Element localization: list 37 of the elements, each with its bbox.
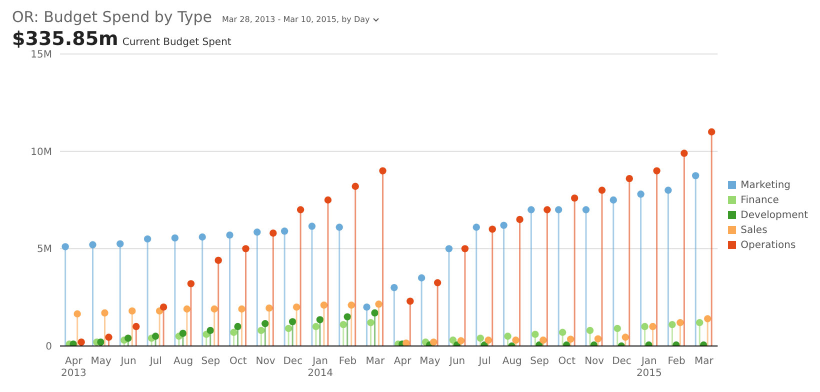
legend-label: Sales — [740, 224, 768, 236]
x-tick-label: Nov — [256, 356, 276, 367]
x-tick-label: Apr 2013 — [60, 356, 86, 379]
legend-label: Marketing — [740, 180, 791, 190]
x-tick-label: Sep — [201, 356, 220, 367]
legend-label: Finance — [740, 194, 779, 206]
y-tick-label: 10M — [30, 146, 52, 158]
x-tick-label: Feb — [668, 356, 686, 367]
x-tick-label: Feb — [338, 356, 357, 367]
x-tick-label: Mar — [366, 356, 386, 367]
y-tick-label: 15M — [30, 50, 52, 61]
x-tick-label: Jun — [120, 356, 136, 367]
x-tick-label: May — [420, 356, 440, 367]
x-tick-label: Sep — [530, 356, 549, 367]
x-tick-label: Dec — [612, 356, 632, 367]
x-tick-label: Jun — [448, 356, 466, 367]
x-tick-label: Aug — [174, 356, 194, 367]
x-tick-label: Jan 2015 — [636, 356, 662, 379]
chart-subtitle: Mar 28, 2013 - Mar 10, 2015, by Day — [222, 15, 370, 24]
x-tick-label: Jan 2014 — [308, 356, 334, 379]
text: $335.85m — [12, 28, 118, 50]
x-tick-label: May — [90, 356, 112, 367]
x-tick-label: Apr — [394, 356, 412, 367]
x-tick-label: Nov — [584, 356, 604, 367]
legend-label: Operations — [740, 240, 796, 250]
chart-title: OR: Budget Spend by Type — [12, 8, 212, 26]
x-tick-label: Dec — [283, 356, 303, 367]
x-tick-label: Aug — [502, 356, 522, 367]
y-tick-label: 5M — [37, 244, 52, 256]
x-tick-label: Mar — [694, 356, 714, 367]
x-tick-label: Jul — [148, 356, 162, 367]
text: Current Budget Spent — [122, 37, 232, 48]
x-tick-label: Oct — [558, 356, 576, 367]
legend-label: Development — [740, 210, 808, 220]
x-tick-label: Jul — [478, 356, 491, 367]
y-tick-label: 0 — [46, 342, 52, 353]
x-tick-label: Oct — [229, 356, 247, 367]
